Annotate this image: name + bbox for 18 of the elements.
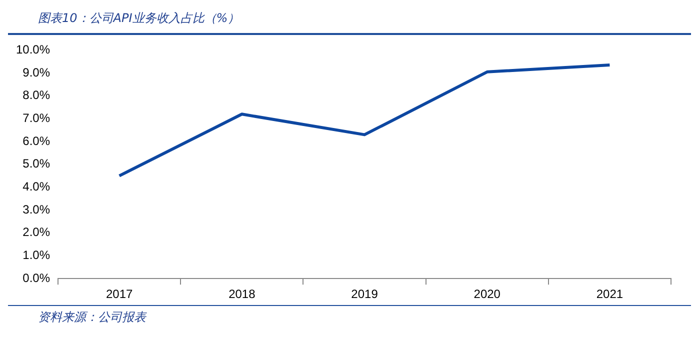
x-tick-label: 2021 (596, 287, 624, 302)
chart-title: 图表10：公司API业务收入占比（%） (8, 8, 691, 35)
y-tick-label: 9.0% (22, 65, 50, 80)
x-tick-label: 2020 (474, 287, 501, 302)
y-tick-label: 3.0% (22, 202, 50, 216)
y-tick-label: 1.0% (22, 248, 50, 262)
y-tick-label: 10.0% (16, 42, 50, 57)
y-tick-label: 5.0% (22, 156, 50, 171)
y-tick-label: 0.0% (22, 270, 50, 285)
x-tick-label: 2019 (351, 287, 378, 302)
y-tick-label: 2.0% (22, 225, 50, 240)
text: 资料来源：公司报表 (38, 309, 148, 326)
x-tick-label: 2017 (106, 287, 133, 302)
y-tick-label: 4.0% (22, 180, 50, 194)
y-tick-label: 7.0% (22, 111, 50, 126)
x-tick-label: 2018 (228, 287, 256, 302)
y-tick-label: 8.0% (22, 88, 50, 102)
y-tick-label: 6.0% (22, 134, 50, 148)
